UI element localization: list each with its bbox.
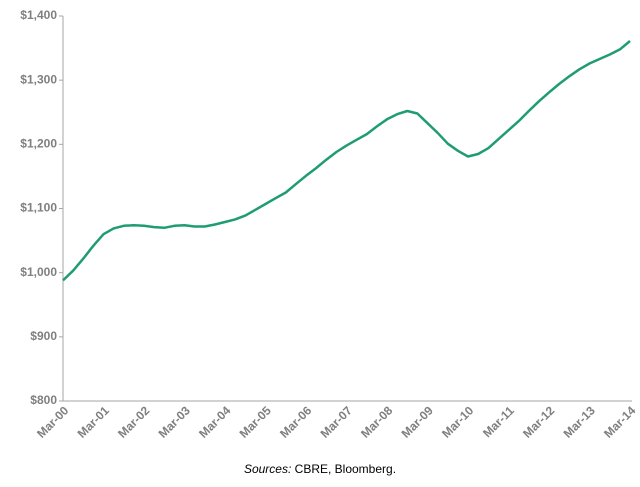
y-tick-label: $800 (30, 393, 57, 407)
x-tick-label: Mar-05 (237, 403, 274, 440)
x-tick-label: Mar-11 (480, 403, 517, 440)
x-tick-label: Mar-13 (561, 403, 598, 440)
x-tick-label: Mar-01 (75, 403, 112, 440)
x-tick-label: Mar-10 (439, 403, 476, 440)
x-tick-label: Mar-04 (196, 403, 233, 440)
x-tick-label: Mar-03 (156, 403, 193, 440)
x-tick-label: Mar-06 (277, 403, 314, 440)
y-tick-label: $1,400 (20, 8, 57, 22)
chart: $800 $900 $1,000 $1,100 $1,200 $1,300 $1,400 Ma… (20, 8, 638, 441)
x-tick-label: Mar-08 (358, 403, 395, 440)
line (62, 40, 631, 282)
source-label: Sources: (243, 462, 292, 476)
source-note: Sources: CBRE, Bloomberg. (0, 462, 640, 476)
x-tick-label: Mar-02 (115, 403, 152, 440)
source-text: CBRE, Bloomberg. (294, 462, 397, 476)
y-tick-label: $1,200 (20, 137, 57, 151)
y-tick-label: $900 (30, 329, 57, 343)
y-tick-label: $1,000 (20, 265, 57, 279)
y-tick-label: $1,300 (20, 72, 57, 86)
x-tick-label: Mar-09 (399, 403, 436, 440)
x-tick-label: Mar-14 (601, 403, 638, 440)
y-tick-label: $1,100 (20, 201, 57, 215)
x-tick-label: Mar-12 (520, 403, 557, 440)
x-tick-label: Mar-00 (34, 403, 71, 440)
x-tick-label: Mar-07 (318, 403, 355, 440)
